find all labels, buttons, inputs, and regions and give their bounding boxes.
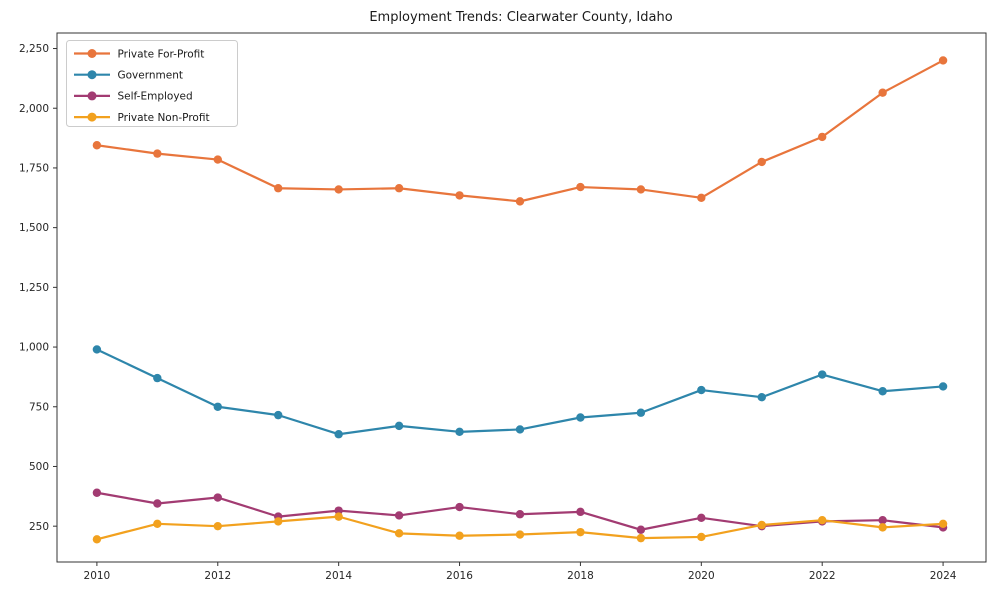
data-point-government-2021 bbox=[757, 393, 766, 402]
series-private-non-profit bbox=[92, 512, 948, 544]
y-tick-label-1250: 1,250 bbox=[19, 282, 49, 294]
legend-label-self-employed: Self-Employed bbox=[118, 91, 193, 103]
data-point-private-for-profit-2021 bbox=[757, 157, 766, 167]
data-point-self-employed-2014 bbox=[334, 506, 343, 515]
data-point-private-for-profit-2019 bbox=[636, 185, 646, 194]
y-axis: 250 500 750 1,000 1,250 1,500 1,750 2,000 2,250 bbox=[19, 43, 57, 533]
data-point-private-non-profit-2022 bbox=[818, 516, 827, 525]
legend-label-private-non-profit: Private Non-Profit bbox=[118, 112, 210, 124]
data-point-self-employed-2015 bbox=[394, 511, 404, 520]
x-tick-label-2022: 2022 bbox=[809, 570, 836, 582]
y-tick-label-750: 750 bbox=[29, 401, 49, 413]
x-tick-label-2020: 2020 bbox=[688, 570, 715, 582]
y-tick-label-250: 250 bbox=[29, 521, 49, 533]
legend-label-government: Government bbox=[118, 70, 183, 82]
data-point-government-2020 bbox=[697, 385, 706, 395]
data-point-self-employed-2010 bbox=[92, 488, 102, 497]
data-point-private-non-profit-2014 bbox=[334, 512, 343, 521]
x-axis: 2010 2012 2014 2016 2018 2020 2022 2024 bbox=[84, 562, 957, 582]
x-tick-label-2018: 2018 bbox=[567, 570, 594, 582]
data-point-private-non-profit-2020 bbox=[697, 532, 706, 542]
data-point-government-2024 bbox=[938, 382, 948, 391]
data-point-private-non-profit-2016 bbox=[455, 531, 464, 540]
legend-item-self-employed: Self-Employed bbox=[74, 91, 193, 103]
data-point-private-non-profit-2023 bbox=[878, 523, 887, 532]
data-point-government-2011 bbox=[153, 373, 162, 383]
data-point-government-2016 bbox=[455, 427, 464, 437]
data-point-self-employed-2011 bbox=[153, 499, 162, 508]
data-point-private-non-profit-2011 bbox=[153, 519, 162, 528]
data-point-private-for-profit-2015 bbox=[394, 184, 404, 193]
data-point-private-for-profit-2024 bbox=[938, 56, 948, 65]
data-point-government-2022 bbox=[818, 370, 827, 379]
data-point-private-for-profit-2022 bbox=[818, 132, 827, 142]
y-tick-label-1000: 1,000 bbox=[19, 342, 49, 354]
data-point-private-for-profit-2010 bbox=[92, 141, 102, 150]
data-point-private-non-profit-2018 bbox=[576, 527, 585, 537]
data-point-private-non-profit-2012 bbox=[213, 521, 222, 531]
y-tick-label-1750: 1,750 bbox=[19, 163, 49, 175]
legend-box bbox=[66, 40, 238, 127]
data-point-private-non-profit-2021 bbox=[757, 520, 766, 530]
y-tick-label-2250: 2,250 bbox=[19, 43, 49, 55]
data-point-government-2023 bbox=[878, 387, 887, 396]
legend-item-government: Government bbox=[74, 70, 183, 82]
data-point-self-employed-2017 bbox=[515, 510, 525, 519]
data-point-self-employed-2020 bbox=[697, 513, 706, 523]
data-point-private-non-profit-2013 bbox=[274, 517, 283, 526]
series-layer bbox=[92, 56, 948, 544]
data-point-self-employed-2016 bbox=[455, 502, 464, 512]
data-point-private-non-profit-2017 bbox=[515, 530, 525, 539]
data-point-government-2012 bbox=[213, 402, 222, 411]
data-point-government-2013 bbox=[274, 410, 283, 420]
data-point-government-2019 bbox=[636, 408, 646, 417]
data-point-private-for-profit-2018 bbox=[576, 182, 585, 192]
data-point-private-non-profit-2024 bbox=[938, 519, 948, 528]
legend-marker-government bbox=[87, 70, 97, 80]
data-point-self-employed-2019 bbox=[636, 525, 646, 534]
data-point-private-for-profit-2012 bbox=[213, 155, 222, 164]
data-point-self-employed-2012 bbox=[213, 493, 222, 502]
data-point-private-for-profit-2016 bbox=[455, 191, 464, 200]
legend-marker-private-non-profit bbox=[87, 112, 97, 122]
y-tick-label-1500: 1,500 bbox=[19, 222, 49, 234]
x-tick-label-2010: 2010 bbox=[84, 570, 111, 582]
x-tick-label-2016: 2016 bbox=[446, 570, 473, 582]
data-point-government-2015 bbox=[394, 421, 404, 431]
data-point-private-non-profit-2019 bbox=[636, 533, 646, 543]
data-point-government-2017 bbox=[515, 425, 525, 434]
legend-item-private-non-profit: Private Non-Profit bbox=[74, 112, 210, 124]
data-point-government-2014 bbox=[334, 430, 343, 439]
data-point-government-2018 bbox=[576, 413, 585, 422]
data-point-private-for-profit-2017 bbox=[515, 197, 525, 206]
data-point-private-non-profit-2010 bbox=[92, 535, 102, 544]
data-point-private-for-profit-2023 bbox=[878, 88, 887, 97]
legend-label-private-for-profit: Private For-Profit bbox=[118, 48, 205, 60]
legend-marker-private-for-profit bbox=[87, 49, 97, 58]
data-point-private-for-profit-2020 bbox=[697, 193, 706, 202]
data-point-government-2010 bbox=[92, 345, 102, 354]
data-point-private-for-profit-2011 bbox=[153, 149, 162, 158]
legend: Private For-Profit Government Self-Employe… bbox=[66, 40, 238, 127]
x-tick-label-2024: 2024 bbox=[930, 570, 957, 582]
x-tick-label-2014: 2014 bbox=[325, 570, 352, 582]
series-private-for-profit bbox=[92, 56, 948, 206]
x-tick-label-2012: 2012 bbox=[204, 570, 231, 582]
data-point-private-for-profit-2013 bbox=[274, 184, 283, 193]
series-government bbox=[92, 345, 948, 439]
chart-title: Employment Trends: Clearwater County, Id… bbox=[369, 10, 672, 25]
data-point-self-employed-2018 bbox=[576, 507, 585, 517]
y-tick-label-2000: 2,000 bbox=[19, 103, 49, 115]
data-point-self-employed-2023 bbox=[878, 516, 887, 525]
legend-marker-self-employed bbox=[87, 91, 97, 101]
data-point-private-for-profit-2014 bbox=[334, 185, 343, 194]
data-point-private-non-profit-2015 bbox=[394, 529, 404, 538]
legend-item-private-for-profit: Private For-Profit bbox=[74, 48, 204, 60]
y-tick-label-500: 500 bbox=[29, 461, 49, 473]
